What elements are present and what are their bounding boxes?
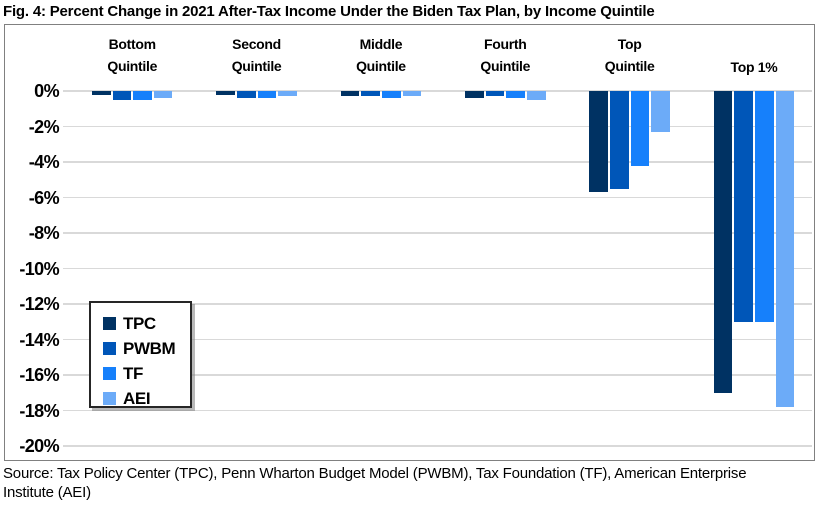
- bar-tf-1: [133, 91, 152, 100]
- category-label-line: Top 1%: [730, 59, 778, 75]
- gridline: [63, 125, 812, 128]
- gridline: [63, 267, 812, 270]
- category-label-line: Bottom: [108, 36, 156, 52]
- gridline: [63, 161, 812, 163]
- gridline: [63, 232, 812, 234]
- bar-pwbm-2: [237, 91, 256, 99]
- plot-area: TPC PWBM TF AEI 0% -2% -4% -6% -8% -10% -12% -14% -…: [4, 24, 815, 461]
- bar-pwbm-5: [610, 91, 629, 189]
- legend-swatch-pwbm: [103, 342, 116, 355]
- gridline: [63, 338, 812, 341]
- gridline: [63, 303, 812, 305]
- bar-tf-5: [630, 91, 650, 166]
- bar-tf-6: [755, 91, 774, 322]
- legend-label: PWBM: [123, 338, 176, 358]
- bar-aei-4: [527, 91, 546, 100]
- bar-tpc-2: [216, 91, 235, 95]
- bar-aei-1: [153, 91, 173, 99]
- bar-tpc-3: [340, 91, 360, 97]
- legend-label: AEI: [123, 388, 151, 408]
- bar-tpc-5: [589, 91, 608, 193]
- gridline: [63, 374, 812, 376]
- legend-item-aei: AEI: [103, 386, 190, 411]
- y-tick-label: -20%: [19, 436, 59, 456]
- y-tick-label: -4%: [28, 152, 60, 172]
- bar-pwbm-4: [485, 91, 505, 97]
- gridline: [63, 409, 812, 412]
- category-label-line: Top: [617, 36, 642, 52]
- legend-swatch-aei: [103, 392, 116, 405]
- bar-aei-2: [278, 91, 297, 97]
- y-tick-label: -12%: [19, 294, 59, 314]
- gridline: [63, 445, 812, 447]
- source-line-2: Institute (AEI): [3, 484, 91, 501]
- category-label-line: Second: [232, 36, 281, 52]
- legend-swatch-tf: [103, 367, 116, 380]
- source-note: Source: Tax Policy Center (TPC), Penn Wh…: [3, 464, 820, 502]
- bar-pwbm-1: [112, 91, 132, 100]
- bar-tpc-1: [92, 91, 111, 95]
- bar-tpc-6: [713, 91, 733, 393]
- gridline: [63, 196, 812, 199]
- legend-label: TPC: [123, 313, 156, 333]
- bar-pwbm-6: [734, 91, 753, 322]
- category-label-line: Quintile: [231, 58, 282, 74]
- legend-item-pwbm: PWBM: [103, 336, 190, 361]
- category-label: Bottom Quintile: [74, 33, 190, 77]
- y-tick-label: -2%: [28, 116, 60, 137]
- bar-aei-3: [402, 91, 422, 97]
- legend-box: TPC PWBM TF AEI: [89, 301, 192, 408]
- category-label: Fourth Quintile: [447, 33, 563, 77]
- y-tick-label: -14%: [19, 329, 59, 350]
- chart-title: Fig. 4: Percent Change in 2021 After-Tax…: [3, 3, 655, 20]
- category-label-line: Quintile: [604, 58, 655, 74]
- category-label: Middle Quintile: [323, 33, 439, 77]
- y-tick-label: 0%: [34, 81, 59, 101]
- source-line-1: Source: Tax Policy Center (TPC), Penn Wh…: [3, 465, 747, 482]
- bar-tpc-4: [465, 91, 484, 99]
- y-tick-label: -10%: [19, 258, 59, 279]
- y-tick-label: -6%: [28, 187, 60, 208]
- bar-tf-4: [506, 91, 525, 99]
- legend-label: TF: [123, 363, 143, 383]
- category-label: Top 1%: [696, 56, 812, 78]
- bar-tf-3: [382, 91, 401, 99]
- gridline: [63, 90, 812, 92]
- legend-item-tpc: TPC: [103, 311, 190, 336]
- bar-pwbm-3: [361, 91, 380, 97]
- legend-swatch-tpc: [103, 317, 116, 330]
- category-label-line: Quintile: [107, 58, 158, 74]
- category-label-line: Quintile: [356, 58, 406, 74]
- category-label-line: Quintile: [480, 58, 531, 74]
- category-label: Top Quintile: [572, 33, 688, 77]
- bar-aei-5: [651, 91, 670, 132]
- category-label-line: Fourth: [484, 36, 527, 52]
- bar-aei-6: [775, 91, 795, 407]
- category-label: Second Quintile: [199, 33, 315, 77]
- bar-tf-2: [257, 91, 277, 99]
- y-tick-label: -16%: [19, 365, 59, 385]
- y-tick-label: -8%: [28, 223, 60, 243]
- legend-item-tf: TF: [103, 361, 190, 386]
- category-label-line: Middle: [359, 36, 403, 52]
- y-tick-label: -18%: [19, 400, 59, 421]
